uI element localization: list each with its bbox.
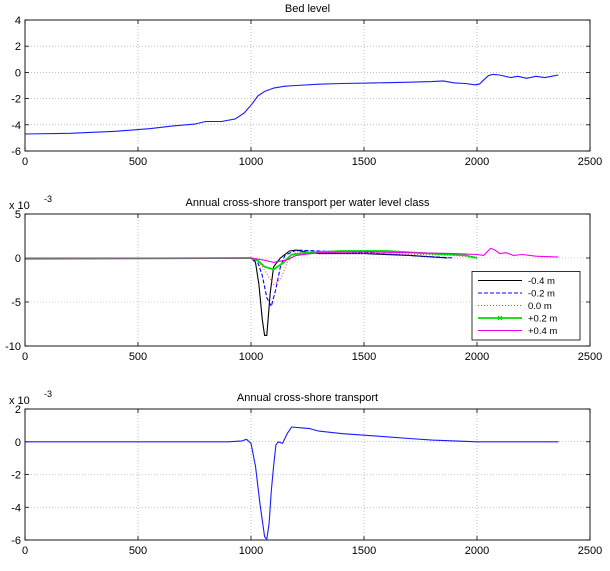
legend-label: +0.4 m [528, 326, 557, 337]
legend-label: 0.0 m [528, 301, 552, 312]
series-line-1 [25, 426, 559, 540]
series-line-1 [24, 73, 559, 135]
y-tick-label: 0 [15, 253, 21, 265]
x-tick-label: 2500 [578, 545, 602, 557]
y-tick-label: -4 [11, 120, 21, 132]
legend-label: -0.2 m [528, 289, 555, 300]
x-tick-label: 500 [129, 545, 147, 557]
y-tick-label: -2 [11, 470, 21, 482]
x-tick-label: 2500 [578, 351, 602, 363]
plot-frame [24, 408, 591, 541]
x-tick-label: 0 [22, 351, 28, 363]
chart-panel-3: Annual cross-shore transport 0 500 1000 1500… [9, 389, 602, 557]
y-tick-label: -2 [11, 94, 21, 106]
plot-frame [24, 213, 591, 347]
y-tick-label: 0 [15, 67, 21, 79]
legend-label: -0.4 m [528, 276, 555, 287]
x-tick-label: 0 [22, 156, 28, 168]
x-tick-label: 2000 [465, 351, 489, 363]
legend-box [471, 271, 581, 341]
x-tick-label: 1000 [239, 545, 263, 557]
chart-panel-2: Annual cross-shore transport per water l… [5, 194, 602, 363]
x-tick-label: 1000 [239, 156, 263, 168]
y-tick-label: 2 [15, 404, 21, 416]
x-tick-label: 2000 [465, 156, 489, 168]
x-tick-label: 1500 [352, 545, 376, 557]
series-line-1 [25, 249, 448, 336]
legend-label: +0.2 m [528, 314, 557, 325]
chart-title: Annual cross-shore transport [237, 392, 378, 404]
x-tick-label: 500 [129, 156, 147, 168]
series-line-3 [25, 251, 478, 285]
x-tick-label: 2000 [465, 545, 489, 557]
y-exponent-power: -3 [44, 389, 52, 399]
chart-title: Bed level [285, 3, 330, 15]
series-line-2 [25, 249, 455, 307]
series-line-5 [25, 247, 559, 263]
chart-panel-1: Bed level 0 500 1000 1500 2000 2500 -6 -4 -2 0 2 4 [11, 3, 602, 168]
y-tick-label: 0 [15, 437, 21, 449]
y-tick-label: -10 [5, 341, 21, 353]
x-tick-label: 1500 [352, 351, 376, 363]
y-tick-label: 5 [15, 209, 21, 221]
plot-frame [24, 19, 591, 152]
chart-legend: -0.4 m -0.2 m0.0 m +0.2 m+0.4 m [471, 271, 581, 341]
x-tick-label: 2500 [578, 156, 602, 168]
y-tick-label: -5 [11, 297, 21, 309]
y-tick-label: -6 [11, 146, 21, 158]
y-exponent-label: x 10 [9, 200, 30, 212]
y-tick-label: 2 [15, 41, 21, 53]
y-tick-label: 4 [15, 15, 21, 27]
chart-title: Annual cross-shore transport per water l… [186, 197, 430, 209]
y-tick-label: -6 [11, 535, 21, 547]
x-tick-label: 1500 [352, 156, 376, 168]
y-tick-label: -4 [11, 502, 21, 514]
x-tick-label: 500 [129, 351, 147, 363]
y-exponent-label: x 10 [9, 395, 30, 407]
x-tick-label: 1000 [239, 351, 263, 363]
legend-marker [497, 315, 503, 321]
x-tick-label: 0 [22, 545, 28, 557]
y-exponent-power: -3 [44, 194, 52, 204]
